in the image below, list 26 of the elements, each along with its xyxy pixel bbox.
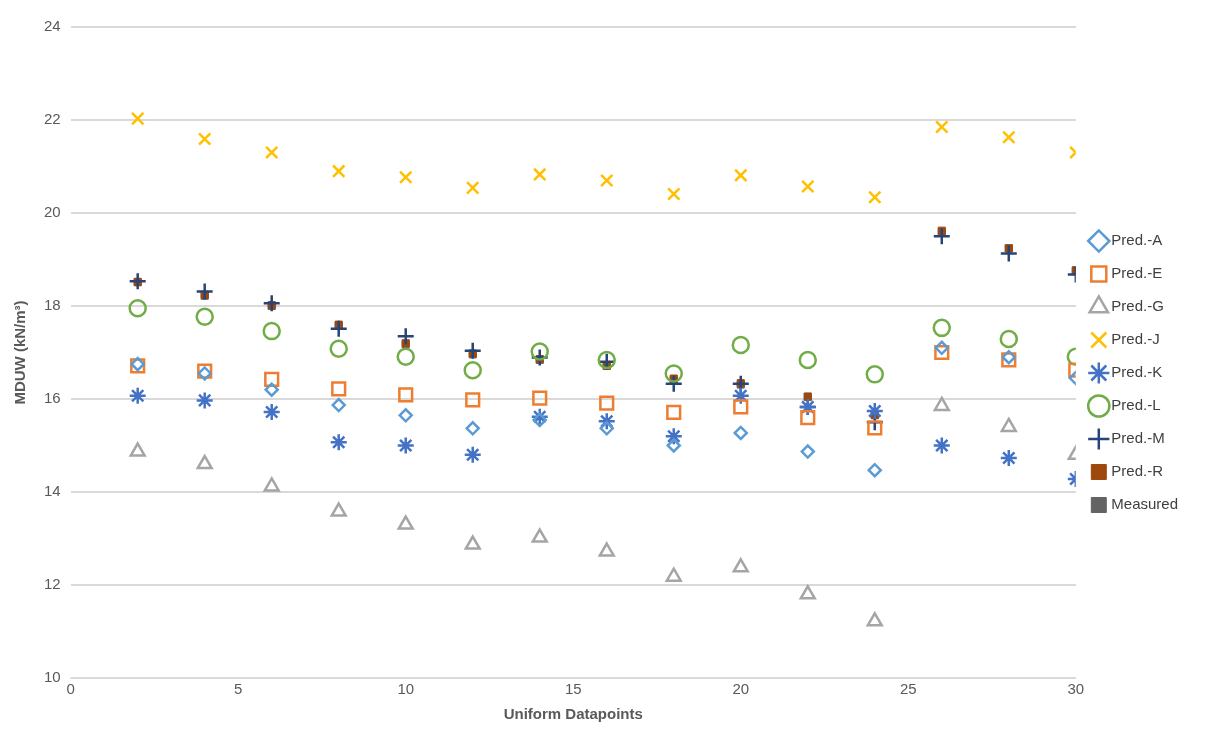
y-tick-label: 16 bbox=[44, 389, 61, 407]
x-tick-label: 0 bbox=[66, 680, 75, 698]
y-tick-label: 20 bbox=[44, 203, 61, 221]
y-tick-label: 12 bbox=[44, 575, 61, 593]
legend-label: Pred.-E bbox=[1111, 264, 1163, 282]
x-tick-label: 25 bbox=[899, 680, 917, 698]
legend-label: Pred.-K bbox=[1111, 363, 1163, 381]
y-tick-label: 18 bbox=[44, 296, 61, 314]
legend-label: Pred.-G bbox=[1111, 297, 1164, 315]
legend-label: Measured bbox=[1111, 495, 1178, 513]
legend-label: Pred.-R bbox=[1111, 462, 1164, 480]
x-axis-title: Uniform Datapoints bbox=[503, 705, 643, 723]
y-tick-label: 22 bbox=[44, 110, 61, 128]
x-tick-label: 30 bbox=[1067, 680, 1085, 698]
x-tick-label: 5 bbox=[234, 680, 243, 698]
y-tick-label: 14 bbox=[44, 482, 61, 500]
x-tick-label: 20 bbox=[732, 680, 750, 698]
y-axis-title: MDUW (kN/m³) bbox=[11, 300, 29, 405]
legend-label: Pred.-M bbox=[1111, 429, 1165, 447]
legend-label: Pred.-L bbox=[1111, 396, 1161, 414]
legend-label: Pred.-J bbox=[1111, 330, 1160, 348]
y-tick-label: 24 bbox=[44, 17, 61, 35]
legend-label: Pred.-A bbox=[1111, 231, 1163, 249]
y-tick-label: 10 bbox=[44, 668, 61, 686]
x-tick-label: 15 bbox=[564, 680, 582, 698]
x-tick-label: 10 bbox=[397, 680, 415, 698]
